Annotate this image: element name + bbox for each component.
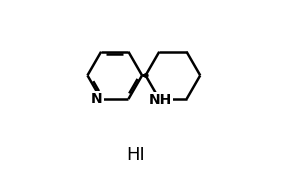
Text: NH: NH [148, 93, 172, 107]
Text: N: N [91, 92, 103, 106]
Text: HI: HI [127, 146, 145, 164]
